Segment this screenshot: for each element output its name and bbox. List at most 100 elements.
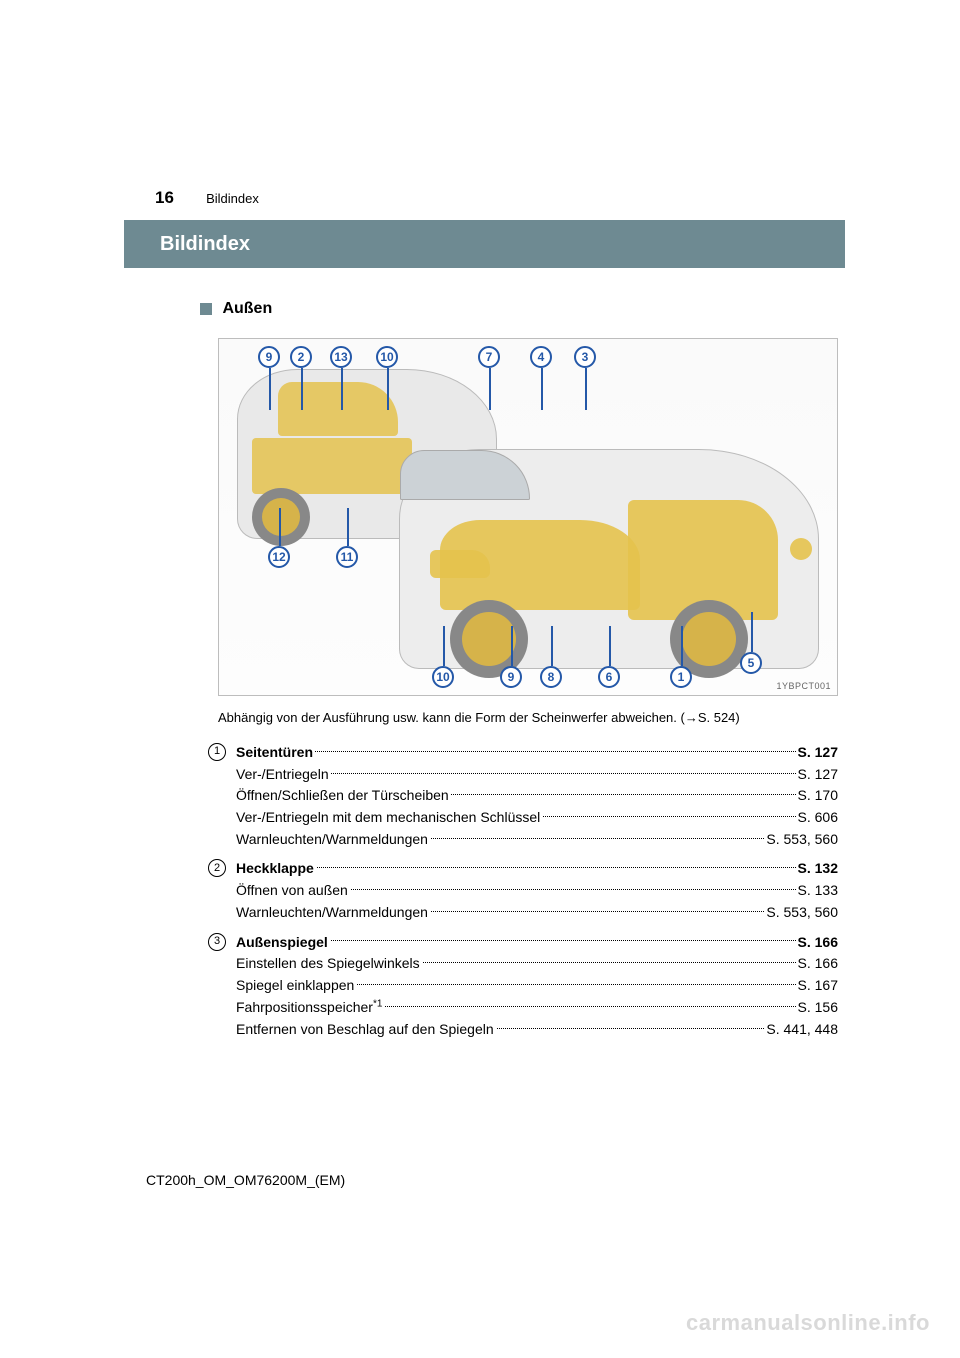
page-reference: S. 127	[796, 764, 838, 786]
callout-marker: 9	[258, 346, 280, 368]
index-label: Außenspiegel	[236, 934, 330, 950]
manual-page: 16 Bildindex Bildindex Außen 1YBPCT001	[0, 0, 960, 1358]
index-group: 1Seitentüren S. 127Ver-/Entriegeln S. 12…	[210, 742, 838, 850]
index-row: Spiegel einklappen S. 167	[236, 975, 838, 997]
index-list: 1Seitentüren S. 127Ver-/Entriegeln S. 12…	[210, 738, 838, 1041]
index-row: Warnleuchten/Warnmeldungen S. 553, 560	[236, 902, 838, 924]
group-lines: Heckklappe S. 132Öffnen von außen S. 133…	[236, 858, 838, 923]
page-header: 16 Bildindex	[155, 188, 845, 208]
figure-caption: Abhängig von der Ausführung usw. kann di…	[218, 710, 838, 725]
index-label: Warnleuchten/Warnmeldungen	[236, 904, 430, 920]
index-label: Seitentüren	[236, 744, 315, 760]
group-number-icon: 1	[208, 743, 226, 761]
page-reference: S. 606	[796, 807, 838, 829]
highlight-fuelcap	[790, 538, 812, 560]
callout-marker: 10	[432, 666, 454, 688]
callout-marker: 8	[540, 666, 562, 688]
callout-marker: 2	[290, 346, 312, 368]
section-label-small: Bildindex	[206, 191, 259, 206]
index-label: Warnleuchten/Warnmeldungen	[236, 831, 430, 847]
index-label: Einstellen des Spiegelwinkels	[236, 955, 422, 971]
index-row: Heckklappe S. 132	[236, 858, 838, 880]
wheel-icon	[252, 488, 310, 546]
square-bullet-icon	[200, 303, 212, 315]
page-reference: S. 441, 448	[764, 1019, 838, 1041]
page-reference: S. 156	[796, 997, 838, 1019]
callout-marker: 7	[478, 346, 500, 368]
page-reference: S. 166	[796, 932, 838, 954]
vehicle-figure: 1YBPCT001	[218, 338, 838, 696]
index-row: Einstellen des Spiegelwinkels S. 166	[236, 953, 838, 975]
leader-line	[301, 368, 303, 410]
leader-line	[489, 368, 491, 410]
leader-dots	[236, 751, 838, 752]
wheel-icon	[450, 600, 528, 678]
leader-line	[751, 612, 753, 652]
highlight-trunk	[252, 438, 412, 494]
callout-marker: 10	[376, 346, 398, 368]
index-label: Fahrpositionsspeicher*1	[236, 999, 384, 1015]
callout-marker: 12	[268, 546, 290, 568]
leader-line	[279, 508, 281, 546]
arrow-icon: →	[685, 710, 698, 725]
page-reference: S. 133	[796, 880, 838, 902]
index-row: Warnleuchten/Warnmeldungen S. 553, 560	[236, 829, 838, 851]
callout-marker: 4	[530, 346, 552, 368]
caption-suffix: S. 524)	[698, 710, 740, 725]
leader-line	[511, 626, 513, 666]
page-reference: S. 170	[796, 785, 838, 807]
figure-code: 1YBPCT001	[776, 681, 831, 691]
sub-heading-text: Außen	[222, 300, 272, 317]
page-number: 16	[155, 188, 174, 207]
index-label: Ver-/Entriegeln mit dem mechanischen Sch…	[236, 809, 542, 825]
leader-line	[347, 508, 349, 546]
index-row: Ver-/Entriegeln mit dem mechanischen Sch…	[236, 807, 838, 829]
page-reference: S. 166	[796, 953, 838, 975]
group-number-icon: 3	[208, 933, 226, 951]
callout-marker: 9	[500, 666, 522, 688]
leader-line	[609, 626, 611, 666]
page-reference: S. 127	[796, 742, 838, 764]
windshield	[400, 450, 530, 500]
highlight-rear-window	[278, 382, 398, 436]
index-label: Ver-/Entriegeln	[236, 766, 331, 782]
callout-marker: 6	[598, 666, 620, 688]
group-number-icon: 2	[208, 859, 226, 877]
leader-line	[541, 368, 543, 410]
leader-dots	[236, 867, 838, 868]
title-bar: Bildindex	[124, 220, 845, 268]
index-label: Heckklappe	[236, 860, 316, 876]
leader-line	[341, 368, 343, 410]
index-row: Ver-/Entriegeln S. 127	[236, 764, 838, 786]
index-group: 2Heckklappe S. 132Öffnen von außen S. 13…	[210, 858, 838, 923]
index-label: Öffnen/Schließen der Türscheiben	[236, 787, 451, 803]
footnote-marker: *1	[373, 999, 382, 1010]
leader-line	[269, 368, 271, 410]
page-reference: S. 553, 560	[764, 829, 838, 851]
leader-line	[551, 626, 553, 666]
leader-line	[585, 368, 587, 410]
leader-line	[443, 626, 445, 666]
callout-marker: 3	[574, 346, 596, 368]
caption-prefix: Abhängig von der Ausführung usw. kann di…	[218, 710, 685, 725]
index-group: 3Außenspiegel S. 166Einstellen des Spieg…	[210, 932, 838, 1041]
leader-line	[387, 368, 389, 410]
group-lines: Außenspiegel S. 166Einstellen des Spiege…	[236, 932, 838, 1041]
index-label: Spiegel einklappen	[236, 977, 356, 993]
callout-marker: 13	[330, 346, 352, 368]
document-id: CT200h_OM_OM76200M_(EM)	[146, 1172, 345, 1188]
highlight-headlamp	[430, 550, 490, 578]
title-bar-text: Bildindex	[160, 233, 250, 256]
leader-line	[681, 626, 683, 666]
callout-marker: 5	[740, 652, 762, 674]
index-row: Öffnen von außen S. 133	[236, 880, 838, 902]
callout-marker: 11	[336, 546, 358, 568]
index-label: Öffnen von außen	[236, 882, 350, 898]
page-reference: S. 167	[796, 975, 838, 997]
index-label: Entfernen von Beschlag auf den Spiegeln	[236, 1021, 496, 1037]
index-row: Seitentüren S. 127	[236, 742, 838, 764]
callout-marker: 1	[670, 666, 692, 688]
page-reference: S. 132	[796, 858, 838, 880]
index-row: Öffnen/Schließen der Türscheiben S. 170	[236, 785, 838, 807]
index-row: Entfernen von Beschlag auf den Spiegeln …	[236, 1019, 838, 1041]
